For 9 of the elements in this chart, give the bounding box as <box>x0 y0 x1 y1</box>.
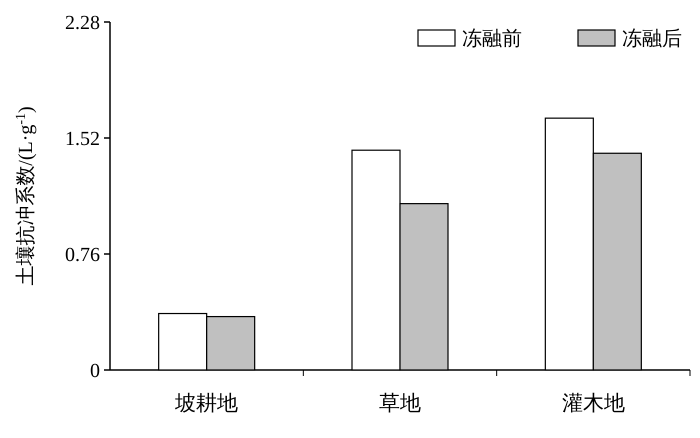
y-tick-label: 0.76 <box>65 244 100 266</box>
x-tick-label: 灌木地 <box>562 391 625 415</box>
x-tick-label: 草地 <box>379 391 421 415</box>
x-tick-label: 坡耕地 <box>174 391 238 415</box>
legend-label: 冻融前 <box>462 28 522 50</box>
y-tick-label: 2.28 <box>65 12 100 34</box>
y-tick-label: 1.52 <box>65 128 100 150</box>
y-tick-label: 0 <box>90 360 100 382</box>
legend-label: 冻融后 <box>622 28 682 50</box>
